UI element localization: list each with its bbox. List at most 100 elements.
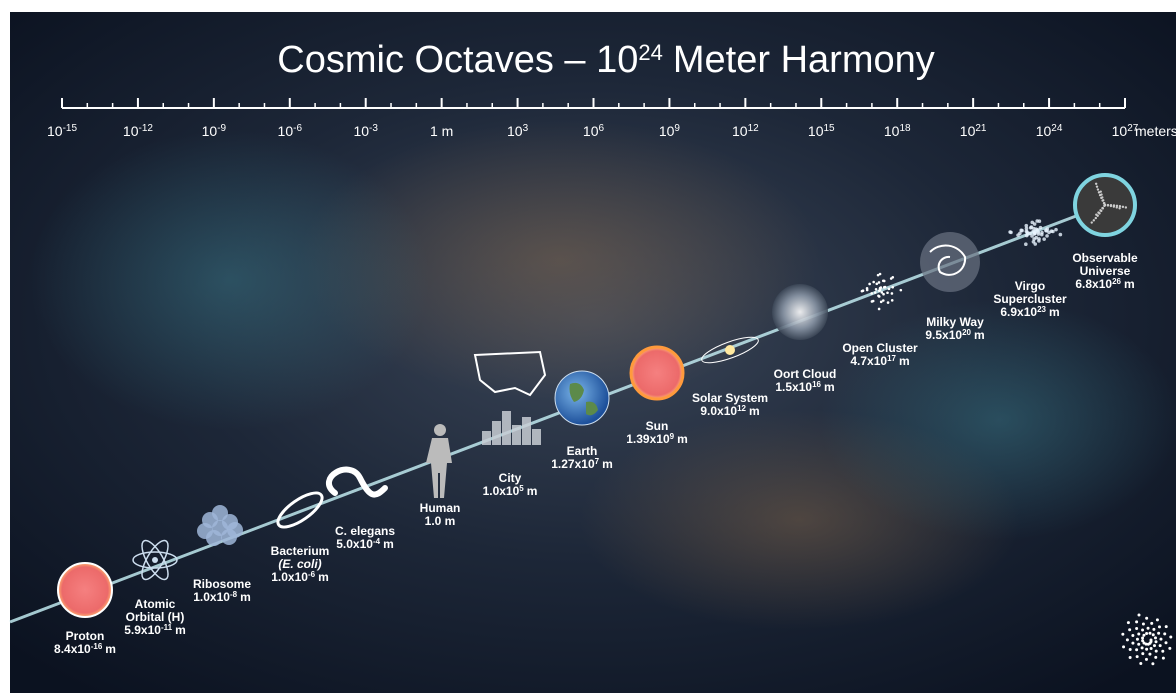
nebula — [820, 300, 1176, 540]
tick-base: 10 — [278, 123, 294, 139]
size-mantissa: 1.5x10 — [775, 380, 812, 394]
supercluster-star — [1019, 228, 1023, 232]
cluster-star — [891, 299, 894, 302]
universe-dot — [1116, 206, 1118, 208]
universe-dot — [1097, 188, 1099, 190]
size-unit: m — [175, 623, 186, 637]
exponent: -11 — [161, 623, 173, 632]
city-icon — [492, 421, 501, 445]
supercluster-star — [1030, 225, 1034, 229]
exponent: -3 — [369, 123, 378, 134]
item-size: 6.9x1023m — [1000, 305, 1059, 320]
cluster-star — [890, 277, 893, 280]
logo-dot — [1131, 642, 1134, 645]
logo-dot — [1148, 632, 1151, 635]
supercluster-star — [1045, 234, 1049, 238]
cluster-star — [879, 273, 882, 276]
cluster-star — [861, 290, 864, 293]
cluster-star — [875, 282, 878, 285]
item-name: Orbital (H) — [126, 610, 185, 624]
supercluster-star — [1037, 239, 1041, 243]
item-size: 9.5x1020m — [925, 328, 984, 343]
universe-dot — [1125, 206, 1127, 208]
logo-dot — [1162, 657, 1165, 660]
supercluster-star — [1036, 228, 1040, 232]
exponent: 21 — [975, 123, 987, 134]
item-name: City — [499, 471, 522, 485]
logo-dot — [1157, 632, 1160, 635]
logo-dot — [1155, 650, 1158, 653]
item-qualifier: (E. coli) — [278, 557, 321, 571]
exponent: 26 — [1112, 277, 1121, 286]
infographic: Cosmic Octaves – 1024Meter Harmony 10-15… — [0, 0, 1176, 693]
item-name: Milky Way — [926, 315, 984, 329]
exponent: 24 — [1051, 123, 1063, 134]
item-size: 1.5x1016m — [775, 380, 834, 395]
cluster-star — [870, 292, 873, 295]
universe-dot — [1095, 213, 1097, 215]
logo-dot — [1129, 656, 1132, 659]
city-icon — [512, 425, 521, 445]
exponent: 3 — [523, 123, 529, 134]
logo-dot — [1147, 627, 1150, 630]
size-mantissa: 1.0x10 — [271, 570, 308, 584]
exponent: 9 — [670, 432, 675, 441]
logo-dot — [1154, 656, 1157, 659]
logo-dot — [1165, 625, 1168, 628]
logo-dot — [1159, 638, 1162, 641]
universe-dot — [1095, 217, 1097, 219]
logo-dot — [1150, 622, 1153, 625]
size-unit: m — [240, 590, 251, 604]
exponent: -8 — [230, 590, 238, 599]
exponent: 20 — [962, 328, 971, 337]
tick-base: 10 — [583, 123, 599, 139]
tick-base: 10 — [353, 123, 369, 139]
size-unit: m — [1124, 277, 1135, 291]
cluster-star — [888, 288, 891, 291]
exponent: -16 — [91, 642, 103, 651]
logo-dot — [1141, 646, 1144, 649]
supercluster-star — [1045, 229, 1049, 233]
galaxy-icon — [920, 232, 980, 292]
size-mantissa: 5.9x10 — [124, 623, 161, 637]
universe-dot — [1122, 206, 1124, 208]
universe-dot — [1110, 205, 1112, 207]
cluster-star — [900, 289, 903, 292]
logo-dot — [1152, 628, 1155, 631]
item-name: Sun — [646, 419, 669, 433]
tick-base: 10 — [884, 123, 900, 139]
logo-dot — [1141, 652, 1144, 655]
supercluster-star — [1033, 222, 1037, 226]
axis-unit: meters — [1135, 123, 1176, 139]
logo-dot — [1131, 634, 1134, 637]
size-unit: m — [824, 380, 835, 394]
supercluster-star — [1054, 228, 1058, 232]
exponent: -6 — [308, 570, 316, 579]
logo-dot — [1129, 648, 1132, 651]
size-unit: m — [527, 484, 538, 498]
size-unit: m — [677, 432, 688, 446]
ribosome-icon — [197, 523, 213, 539]
size-unit: m — [318, 570, 329, 584]
size-mantissa: 1.0x10 — [483, 484, 520, 498]
logo-dot — [1126, 638, 1129, 641]
tick-base: 10 — [507, 123, 523, 139]
logo-dot — [1135, 648, 1138, 651]
size-unit: m — [1049, 305, 1060, 319]
logo-dot — [1135, 627, 1138, 630]
supercluster-star — [1042, 237, 1046, 241]
city-icon — [532, 429, 541, 445]
logo-dot — [1153, 644, 1156, 647]
universe-dot — [1093, 219, 1095, 221]
item-name: Ribosome — [193, 577, 251, 591]
universe-dot — [1097, 211, 1099, 213]
supercluster-star — [1038, 219, 1042, 223]
supercluster-star — [1032, 237, 1036, 241]
exponent: 12 — [748, 123, 760, 134]
size-mantissa: 4.7x10 — [850, 354, 887, 368]
item-name: Oort Cloud — [774, 367, 837, 381]
logo-dot — [1141, 628, 1144, 631]
ribosome-icon — [227, 522, 243, 538]
title: Cosmic Octaves – 1024Meter Harmony — [277, 39, 934, 81]
